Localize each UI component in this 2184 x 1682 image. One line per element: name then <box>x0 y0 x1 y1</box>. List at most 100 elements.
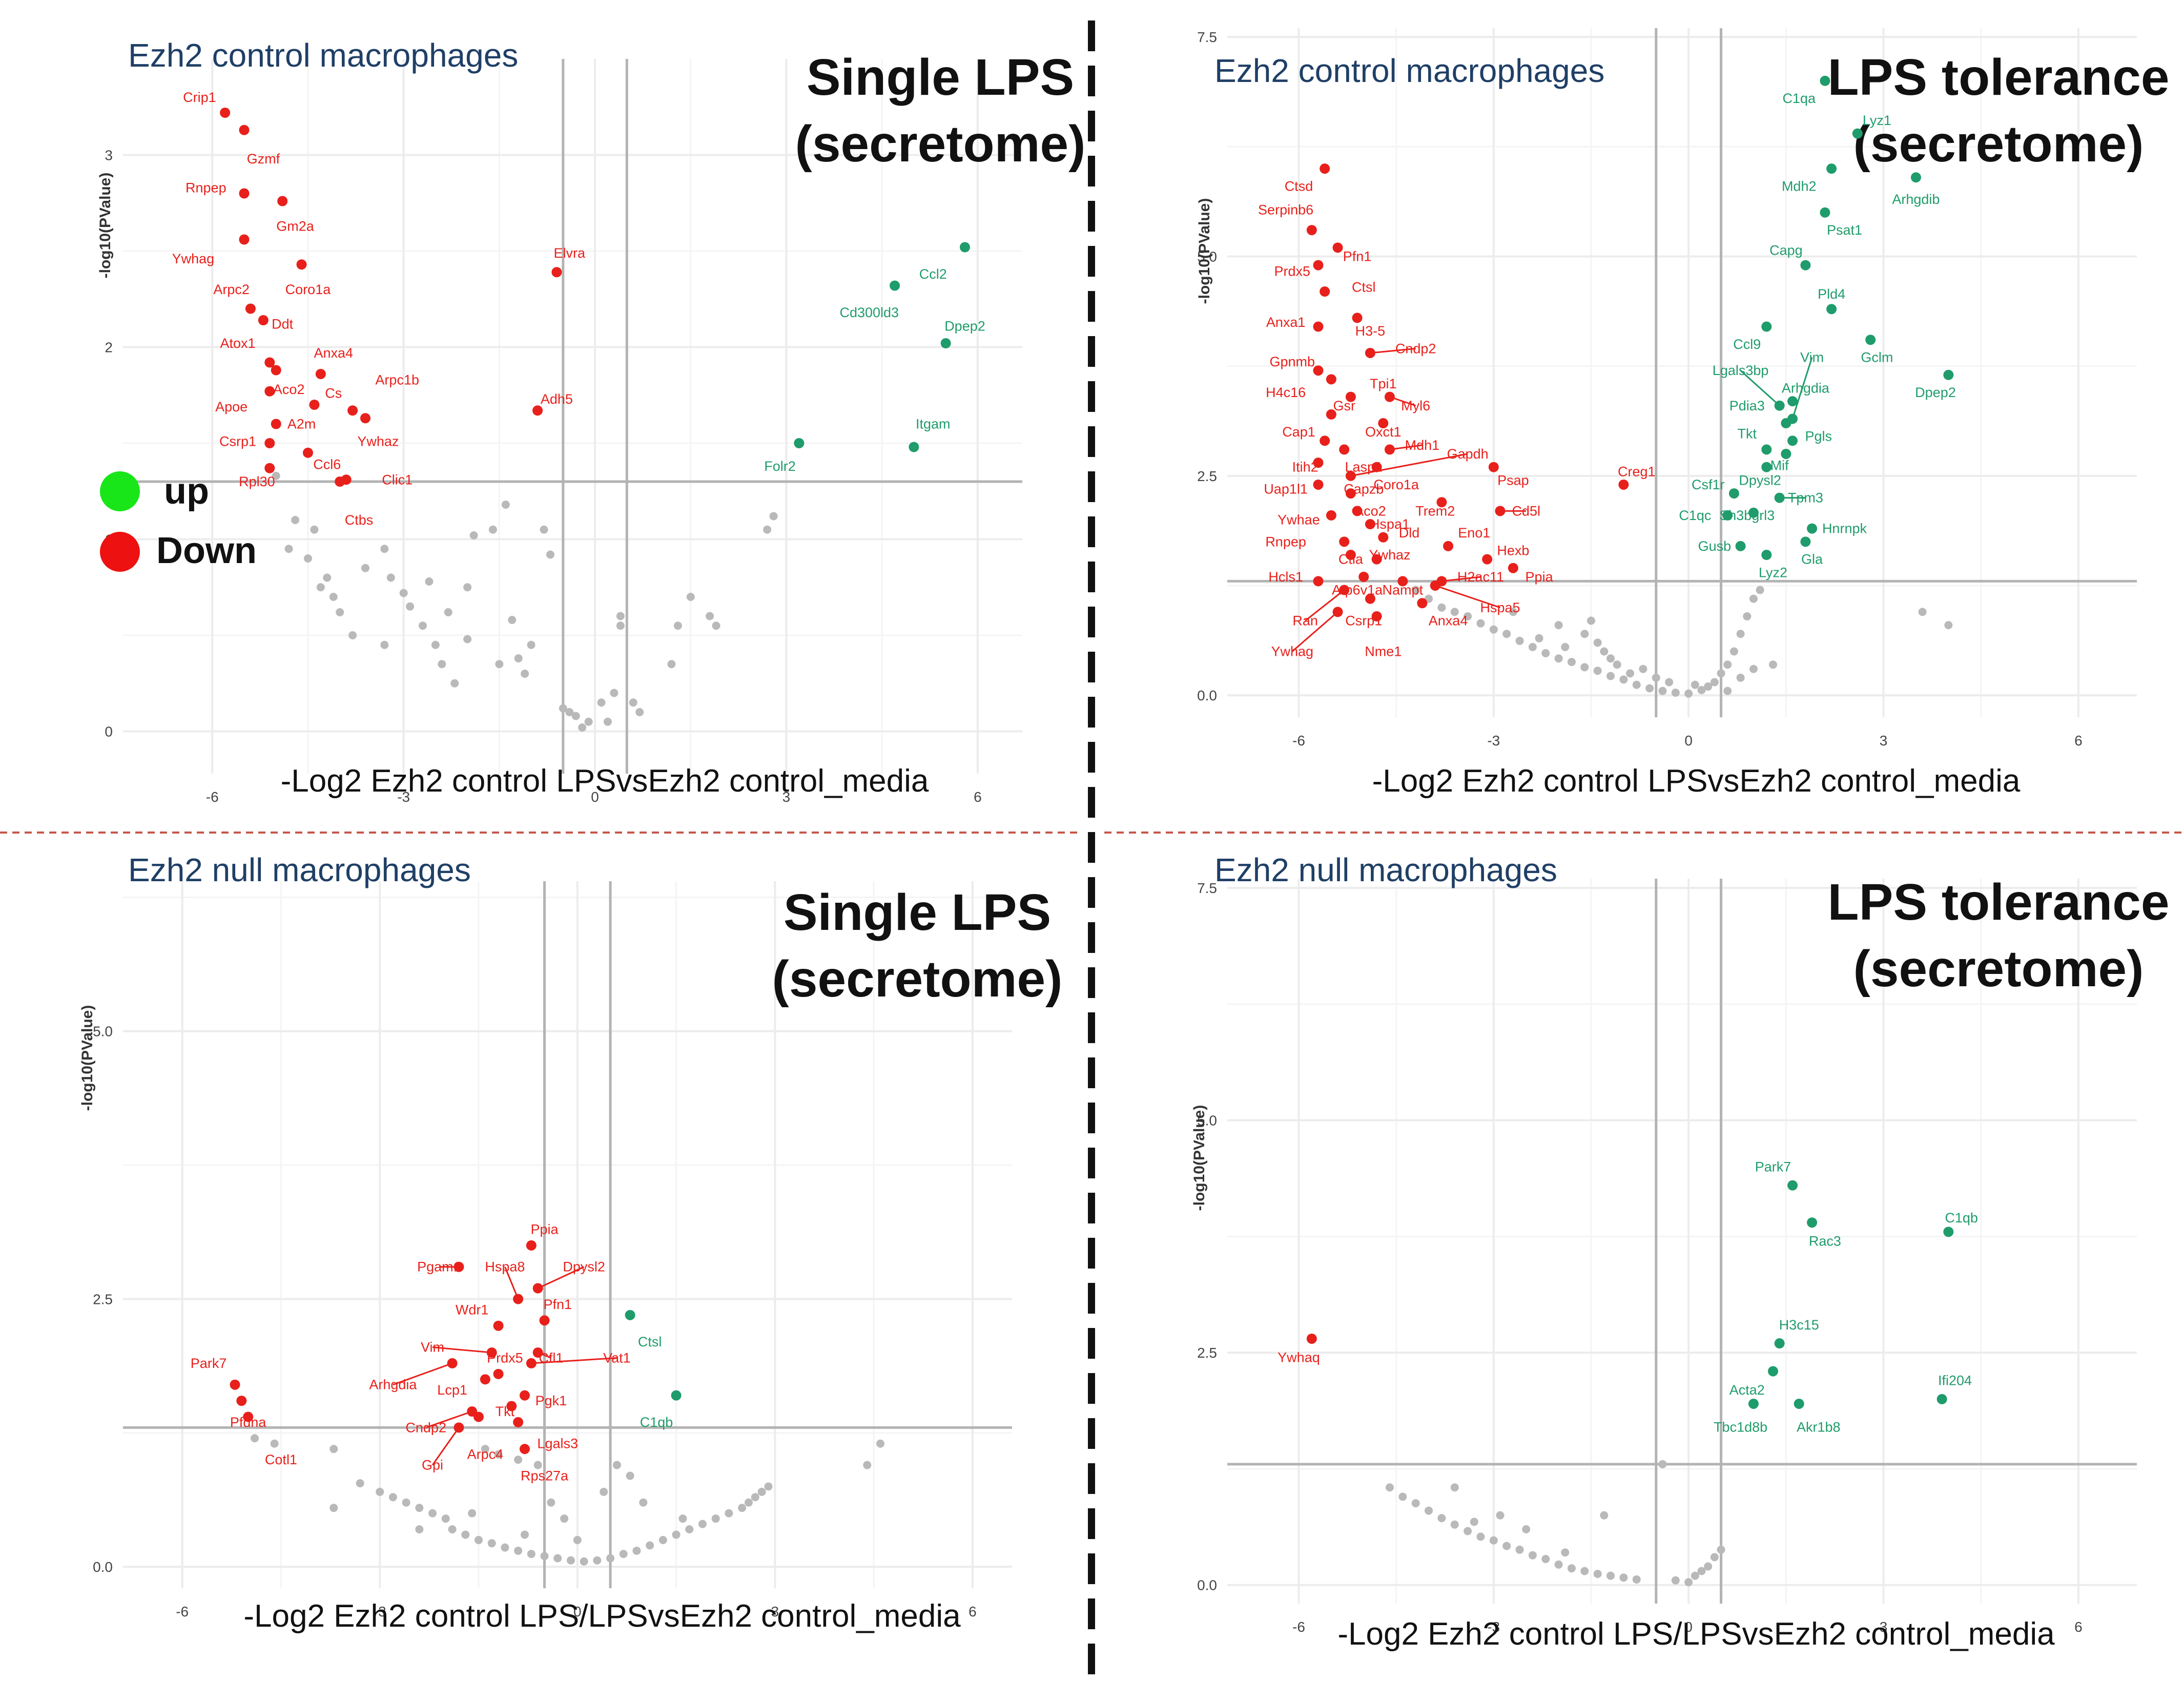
ns-point <box>559 704 567 713</box>
down-gene-label: Nampt <box>1383 583 1424 598</box>
up-regulated-point <box>1781 448 1791 459</box>
down-gene-label: Hspa8 <box>485 1259 525 1275</box>
up-regulated-point <box>1800 536 1811 547</box>
ns-point <box>610 689 619 697</box>
ns-point <box>1743 612 1752 620</box>
ns-point <box>272 471 280 480</box>
up-gene-label: Capg <box>1769 242 1803 258</box>
up-gene-label: Lyz2 <box>1759 565 1787 580</box>
down-regulated-point <box>1436 497 1447 508</box>
up-gene-label: C1qc <box>1679 508 1711 523</box>
down-gene-label: Vat1 <box>603 1350 631 1365</box>
up-regulated-point <box>1910 172 1921 183</box>
ns-point <box>597 698 606 707</box>
ns-point <box>553 1554 562 1563</box>
ns-point <box>488 525 497 534</box>
x-tick-label: 6 <box>969 1604 977 1619</box>
plot-area <box>123 881 1012 1588</box>
ns-point <box>284 545 293 553</box>
up-regulated-point <box>1807 1217 1818 1228</box>
up-gene-label: Dpep2 <box>1915 385 1956 400</box>
down-regulated-point <box>239 124 250 135</box>
ns-point <box>584 717 593 726</box>
down-gene-label: Coro1a <box>1373 477 1419 492</box>
down-label-leader <box>1389 444 1423 450</box>
up-gene-label: Tkt <box>1738 426 1757 442</box>
down-regulated-point <box>513 1294 524 1304</box>
down-regulated-point <box>277 196 288 206</box>
x-tick-label: 6 <box>2074 733 2083 749</box>
down-regulated-point <box>1345 391 1356 402</box>
up-regulated-point <box>1820 75 1830 86</box>
up-regulated-point <box>1761 550 1772 560</box>
ns-point <box>1385 1483 1394 1492</box>
ns-point <box>612 1461 621 1469</box>
down-regulated-point <box>1384 444 1395 455</box>
up-regulated-point <box>1774 1338 1785 1349</box>
ns-point <box>291 516 300 524</box>
ns-point <box>1587 616 1595 625</box>
down-regulated-point <box>1313 260 1324 271</box>
ns-point <box>738 1504 747 1512</box>
ns-point <box>406 602 415 611</box>
down-gene-label: Dld <box>1399 525 1420 541</box>
ns-point <box>712 621 720 630</box>
ns-point <box>1450 1483 1459 1492</box>
down-regulated-point <box>1430 580 1440 591</box>
down-label-leader <box>504 1266 519 1300</box>
down-regulated-point <box>220 108 231 118</box>
ns-point <box>419 621 427 630</box>
ns-point <box>1729 647 1738 656</box>
down-regulated-point <box>513 1417 524 1427</box>
ns-point <box>658 1535 667 1544</box>
up-regulated-point <box>959 242 970 253</box>
down-gene-label: Rnpep <box>186 180 226 195</box>
up-regulated-point <box>1735 541 1746 551</box>
up-gene-label: Mif <box>1770 458 1789 473</box>
up-label-leader <box>1791 357 1813 419</box>
ns-point <box>1944 621 1953 630</box>
down-regulated-point <box>1417 598 1428 609</box>
up-gene-label: Acta2 <box>1729 1382 1765 1398</box>
up-regulated-point <box>1761 462 1772 472</box>
down-regulated-point <box>1326 409 1336 420</box>
x-axis-label: -Log2 Ezh2 control LPSvsEzh2 control_med… <box>281 763 929 799</box>
down-regulated-point <box>1482 554 1493 565</box>
ns-point <box>323 573 332 582</box>
down-gene-label: Atox1 <box>220 336 256 351</box>
volcano-panel-top-right: -6 -3 0 3 6 0.0 2.5 5.0 7.5 -Log2 Ezh2 control LP… <box>1196 28 2169 799</box>
ns-point <box>1756 586 1764 594</box>
ns-point <box>514 1456 523 1464</box>
down-regulated-point <box>1306 225 1317 236</box>
x-tick-label: 6 <box>974 789 982 805</box>
down-regulated-point <box>1313 365 1324 376</box>
down-regulated-point <box>1320 286 1330 297</box>
down-regulated-point <box>264 438 275 448</box>
x-axis-label: -Log2 Ezh2 control LPS/LPSvsEzh2 control… <box>1337 1616 2055 1652</box>
ns-point <box>1704 1562 1713 1571</box>
ns-point <box>1691 680 1699 689</box>
down-regulated-point <box>1365 593 1375 604</box>
ns-point <box>764 1482 773 1491</box>
down-regulated-point <box>1365 347 1375 358</box>
ns-point <box>769 512 778 521</box>
ns-point <box>1502 1542 1511 1550</box>
up-gene-label: Gla <box>1801 552 1823 567</box>
down-regulated-point <box>539 1315 550 1326</box>
down-regulated-point <box>1384 391 1395 402</box>
down-gene-label: Ctla <box>1338 552 1364 567</box>
panel-title-line: (secretome) <box>795 115 1086 173</box>
down-regulated-point <box>1326 374 1336 385</box>
down-regulated-point <box>296 259 307 270</box>
y-tick-label: 5.0 <box>1197 1113 1217 1129</box>
down-regulated-point <box>551 267 562 278</box>
ns-point <box>1489 1536 1498 1545</box>
ns-point <box>1541 649 1550 657</box>
ns-point <box>1489 625 1498 634</box>
ns-point <box>1425 1506 1433 1515</box>
ns-point <box>685 1525 694 1533</box>
ns-point <box>1717 669 1725 678</box>
down-regulated-point <box>230 1379 240 1390</box>
down-regulated-point <box>532 405 543 416</box>
